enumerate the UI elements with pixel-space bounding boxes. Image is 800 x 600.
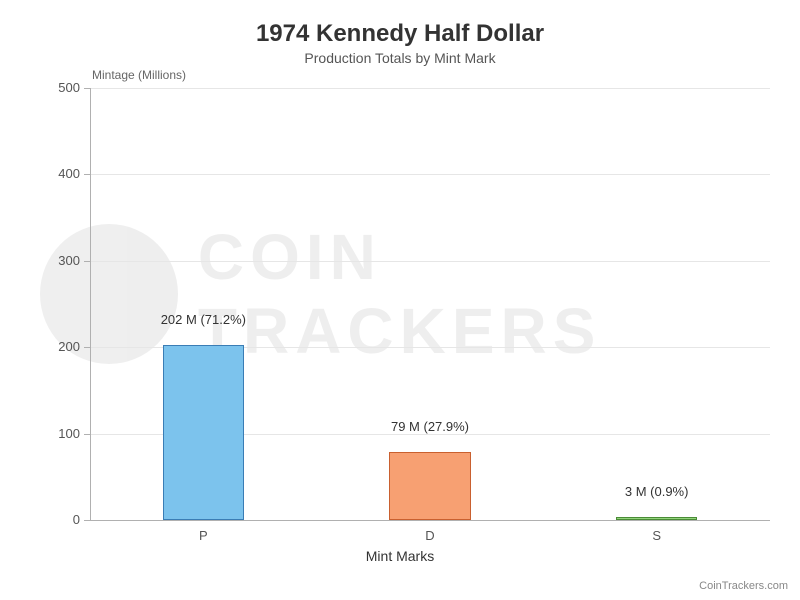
x-tick-label: D — [425, 528, 434, 543]
chart-title: 1974 Kennedy Half Dollar — [0, 20, 800, 48]
bar[interactable] — [389, 452, 471, 520]
x-axis-title: Mint Marks — [0, 548, 800, 564]
y-axis-line — [90, 88, 91, 520]
bar-value-label: 3 M (0.9%) — [625, 484, 689, 499]
credits-label: CoinTrackers.com — [699, 580, 788, 592]
x-tick-label: S — [652, 528, 661, 543]
gridline — [90, 88, 770, 89]
bar-value-label: 202 M (71.2%) — [161, 312, 246, 327]
chart-subtitle: Production Totals by Mint Mark — [0, 50, 800, 66]
y-tick-label: 300 — [40, 253, 80, 268]
bar[interactable] — [163, 345, 245, 520]
y-axis-title: Mintage (Millions) — [92, 68, 186, 82]
chart-container: COIN TRACKERS 1974 Kennedy Half Dollar P… — [0, 0, 800, 600]
y-tick-label: 500 — [40, 80, 80, 95]
plot-area: 0100200300400500202 M (71.2%)P79 M (27.9… — [90, 88, 770, 520]
x-axis-line — [90, 520, 770, 521]
y-tick-label: 0 — [40, 512, 80, 527]
gridline — [90, 174, 770, 175]
y-tick-label: 400 — [40, 166, 80, 181]
bar[interactable] — [616, 517, 698, 520]
bar-value-label: 79 M (27.9%) — [391, 419, 469, 434]
gridline — [90, 261, 770, 262]
y-tick-label: 200 — [40, 339, 80, 354]
x-tick-label: P — [199, 528, 208, 543]
y-tick-label: 100 — [40, 426, 80, 441]
